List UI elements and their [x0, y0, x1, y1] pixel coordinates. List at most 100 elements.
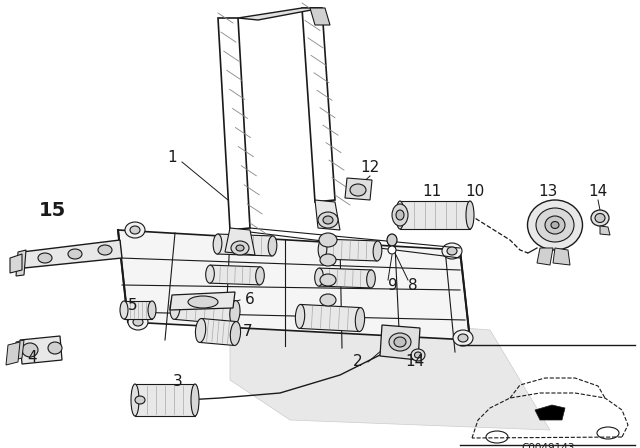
Ellipse shape [392, 204, 408, 226]
Polygon shape [600, 226, 610, 235]
Ellipse shape [205, 265, 214, 283]
Ellipse shape [38, 253, 52, 263]
Ellipse shape [120, 301, 128, 319]
Polygon shape [22, 240, 122, 268]
Polygon shape [135, 384, 195, 416]
Text: 13: 13 [538, 185, 557, 199]
Ellipse shape [355, 308, 365, 332]
Ellipse shape [133, 318, 143, 326]
Text: 11: 11 [422, 185, 442, 199]
Ellipse shape [268, 236, 277, 256]
Polygon shape [230, 310, 550, 430]
Ellipse shape [48, 342, 62, 354]
Ellipse shape [320, 254, 336, 266]
Polygon shape [174, 295, 236, 324]
Ellipse shape [396, 201, 404, 229]
Polygon shape [118, 230, 470, 340]
Ellipse shape [466, 201, 474, 229]
Polygon shape [300, 305, 360, 332]
Ellipse shape [458, 334, 468, 342]
Text: 3: 3 [173, 375, 183, 389]
Text: 8: 8 [408, 277, 418, 293]
Ellipse shape [389, 333, 411, 351]
Ellipse shape [230, 322, 241, 345]
Ellipse shape [315, 268, 323, 286]
Ellipse shape [591, 210, 609, 226]
Ellipse shape [188, 296, 218, 308]
Ellipse shape [230, 301, 240, 325]
Ellipse shape [545, 216, 565, 234]
Ellipse shape [191, 384, 199, 416]
Ellipse shape [148, 301, 156, 319]
Polygon shape [553, 248, 570, 265]
Polygon shape [319, 268, 371, 288]
Ellipse shape [296, 305, 305, 328]
Ellipse shape [396, 210, 404, 220]
Polygon shape [302, 8, 335, 202]
Ellipse shape [320, 274, 336, 286]
Ellipse shape [255, 267, 264, 285]
Ellipse shape [350, 184, 366, 196]
Ellipse shape [236, 245, 244, 251]
Ellipse shape [170, 295, 180, 319]
Polygon shape [20, 336, 62, 364]
Polygon shape [217, 234, 273, 256]
Ellipse shape [367, 270, 375, 288]
Polygon shape [6, 342, 20, 365]
Ellipse shape [373, 241, 382, 261]
Ellipse shape [130, 226, 140, 234]
Polygon shape [380, 325, 420, 360]
Ellipse shape [125, 222, 145, 238]
Polygon shape [170, 292, 235, 310]
Ellipse shape [318, 239, 327, 259]
Polygon shape [210, 265, 260, 285]
Polygon shape [400, 201, 470, 229]
Ellipse shape [394, 337, 406, 347]
Ellipse shape [551, 221, 559, 228]
Ellipse shape [453, 330, 473, 346]
Polygon shape [535, 405, 565, 420]
Polygon shape [16, 250, 26, 276]
Ellipse shape [447, 247, 457, 255]
Text: 5: 5 [128, 298, 138, 314]
Polygon shape [238, 8, 322, 20]
Text: 2: 2 [353, 354, 363, 370]
Polygon shape [315, 200, 340, 230]
Ellipse shape [320, 294, 336, 306]
Text: 4: 4 [27, 350, 37, 366]
Text: 10: 10 [465, 185, 484, 199]
Polygon shape [225, 228, 255, 255]
Text: 15: 15 [38, 201, 66, 220]
Text: 6: 6 [245, 293, 255, 307]
Polygon shape [200, 319, 236, 345]
Polygon shape [537, 248, 553, 265]
Polygon shape [10, 254, 22, 273]
Text: 1: 1 [167, 151, 177, 165]
Text: 14: 14 [405, 354, 424, 370]
Polygon shape [345, 178, 372, 200]
Ellipse shape [318, 212, 338, 228]
Polygon shape [310, 8, 330, 25]
Ellipse shape [213, 234, 222, 254]
Text: 9: 9 [388, 277, 398, 293]
Ellipse shape [195, 319, 205, 342]
Polygon shape [218, 18, 250, 230]
Ellipse shape [128, 314, 148, 330]
Ellipse shape [319, 233, 337, 247]
Text: 12: 12 [360, 160, 380, 176]
Ellipse shape [68, 249, 82, 259]
Ellipse shape [131, 384, 139, 416]
Ellipse shape [442, 243, 462, 259]
Ellipse shape [323, 216, 333, 224]
Ellipse shape [536, 208, 574, 242]
Ellipse shape [595, 214, 605, 223]
Text: 14: 14 [588, 185, 607, 199]
Ellipse shape [411, 349, 425, 361]
Ellipse shape [98, 245, 112, 255]
Polygon shape [14, 340, 24, 360]
Text: 7: 7 [243, 324, 253, 340]
Text: C0049143: C0049143 [521, 443, 575, 448]
Ellipse shape [135, 396, 145, 404]
Polygon shape [124, 301, 152, 319]
Polygon shape [322, 239, 378, 261]
